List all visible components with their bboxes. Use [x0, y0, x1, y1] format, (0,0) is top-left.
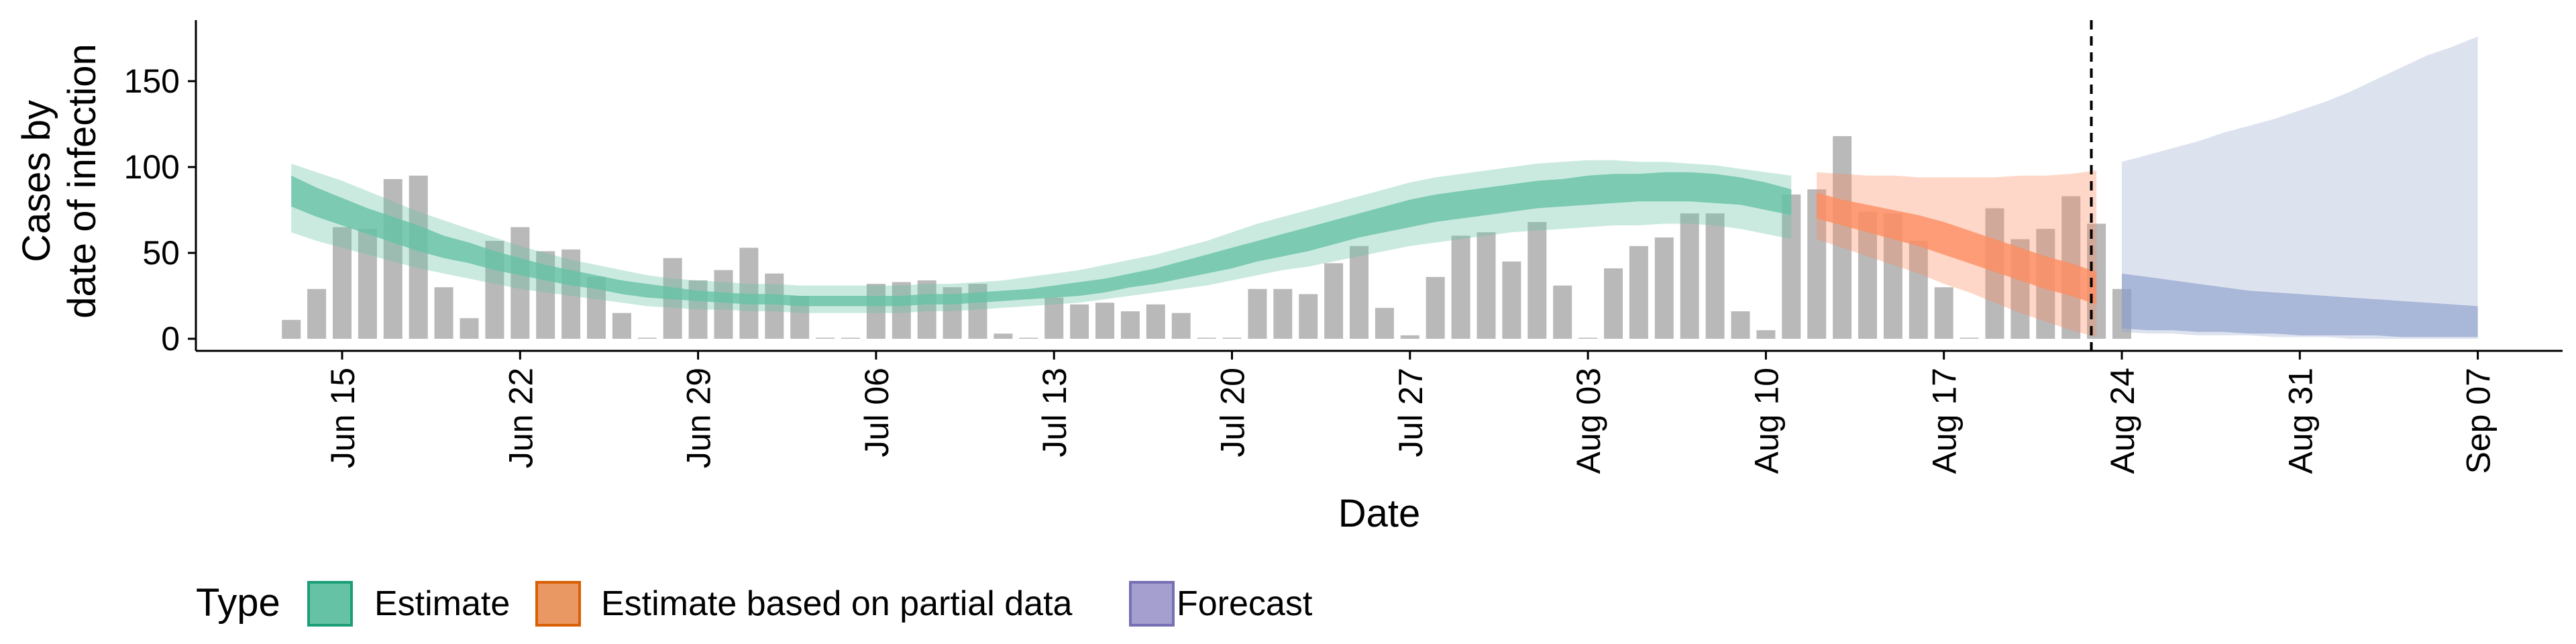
y-ticks: 0 50 100 150 [124, 62, 196, 358]
bar-day-19 [765, 273, 784, 339]
bar-day-32 [1095, 303, 1114, 339]
bar-day-25 [917, 280, 936, 339]
bar-day-65 [1934, 287, 1953, 339]
bar-day-45 [1426, 276, 1445, 339]
bar-day-4 [383, 178, 402, 339]
x-tick-label-aug-31: Aug 31 [2282, 368, 2319, 474]
bar-day-30 [1044, 297, 1064, 339]
bar-day-6 [434, 287, 453, 339]
bar-day-43 [1375, 307, 1394, 339]
bar-day-22 [841, 337, 860, 339]
bar-day-9 [511, 227, 530, 339]
bar-day-28 [994, 333, 1013, 339]
bar-day-46 [1451, 235, 1470, 339]
forecast-outer-band [2122, 36, 2478, 339]
y-tick-label-150: 150 [124, 62, 180, 100]
bar-day-55 [1680, 213, 1699, 339]
bar-day-38 [1248, 288, 1267, 339]
estimate-inner-band [291, 172, 1792, 307]
bar-day-61 [1833, 136, 1852, 339]
bar-day-21 [816, 337, 835, 339]
bar-day-36 [1197, 337, 1216, 339]
x-tick-label-aug-24: Aug 24 [2104, 368, 2141, 474]
bar-day-40 [1299, 294, 1318, 339]
bar-day-59 [1782, 194, 1801, 339]
x-tick-label-aug-03: Aug 03 [1570, 368, 1607, 474]
y-axis-title-line2: date of infection [60, 44, 104, 319]
bar-day-3 [358, 229, 377, 339]
legend-swatch-estimate [307, 581, 353, 627]
x-tick-label-jul-06: Jul 06 [858, 368, 896, 457]
bars-layer [282, 136, 2131, 339]
bar-day-41 [1324, 263, 1344, 339]
bar-day-14 [637, 337, 657, 339]
legend: Type Estimate Estimate based on partial … [196, 581, 1313, 627]
forecast-inner-band [2122, 273, 2478, 337]
y-tick-label-50: 50 [142, 234, 180, 272]
bar-day-57 [1731, 311, 1750, 339]
bar-day-34 [1146, 304, 1165, 339]
bar-day-24 [892, 282, 911, 339]
bar-day-53 [1629, 246, 1648, 339]
bar-day-1 [307, 288, 327, 339]
x-tick-label-jul-13: Jul 13 [1036, 368, 1073, 457]
x-tick-label-aug-17: Aug 17 [1926, 368, 1964, 474]
legend-label-estimate: Estimate [374, 584, 510, 623]
estimate-based-on-partial-data-inner-band [1817, 193, 2097, 305]
x-tick-label-sep-07: Sep 07 [2460, 368, 2498, 474]
bar-day-54 [1654, 237, 1674, 339]
bar-day-7 [460, 318, 479, 339]
bar-day-23 [866, 284, 885, 339]
bar-day-11 [561, 249, 581, 339]
bar-day-51 [1578, 337, 1598, 339]
x-tick-label-jun-22: Jun 22 [502, 368, 539, 468]
bar-day-31 [1070, 304, 1089, 339]
x-tick-label-aug-10: Aug 10 [1748, 368, 1785, 474]
legend-label-partial: Estimate based on partial data [601, 584, 1073, 623]
legend-title: Type [196, 581, 280, 625]
y-axis-title-line1: Cases by [15, 100, 58, 262]
bar-day-50 [1553, 285, 1572, 339]
bar-day-47 [1477, 232, 1496, 339]
bar-day-52 [1604, 268, 1623, 339]
bar-day-44 [1400, 335, 1419, 339]
bar-day-2 [333, 227, 352, 339]
x-tick-label-jul-27: Jul 27 [1392, 368, 1430, 457]
x-tick-label-jun-15: Jun 15 [324, 368, 362, 468]
bar-day-49 [1527, 221, 1547, 339]
legend-label-forecast: Forecast [1177, 584, 1313, 623]
x-axis-title: Date [1338, 492, 1421, 535]
y-tick-label-100: 100 [124, 148, 180, 186]
bar-day-48 [1502, 261, 1521, 339]
x-tick-label-jul-20: Jul 20 [1214, 368, 1252, 457]
bands-layer [291, 36, 2478, 339]
bar-day-17 [714, 270, 733, 339]
legend-swatch-partial [535, 581, 581, 627]
x-ticks: Jun 15 Jun 22 Jun 29 Jul 06 Jul 13 Jul 20 Jul … [324, 351, 2498, 474]
bar-day-42 [1350, 246, 1368, 339]
bar-day-35 [1171, 313, 1191, 339]
bar-day-64 [1909, 241, 1928, 339]
x-tick-label-jun-29: Jun 29 [680, 368, 718, 468]
bar-day-37 [1222, 337, 1242, 339]
legend-swatch-forecast [1129, 581, 1175, 627]
bar-day-56 [1705, 213, 1725, 339]
bar-day-29 [1019, 337, 1038, 339]
bar-day-66 [1960, 337, 1979, 339]
bar-day-0 [282, 319, 301, 339]
bar-day-58 [1756, 330, 1776, 339]
bar-day-33 [1120, 311, 1140, 339]
bar-day-13 [612, 313, 631, 339]
bar-day-5 [409, 175, 428, 339]
y-tick-label-0: 0 [161, 320, 180, 358]
bar-day-39 [1273, 288, 1293, 339]
bar-day-18 [739, 248, 759, 339]
